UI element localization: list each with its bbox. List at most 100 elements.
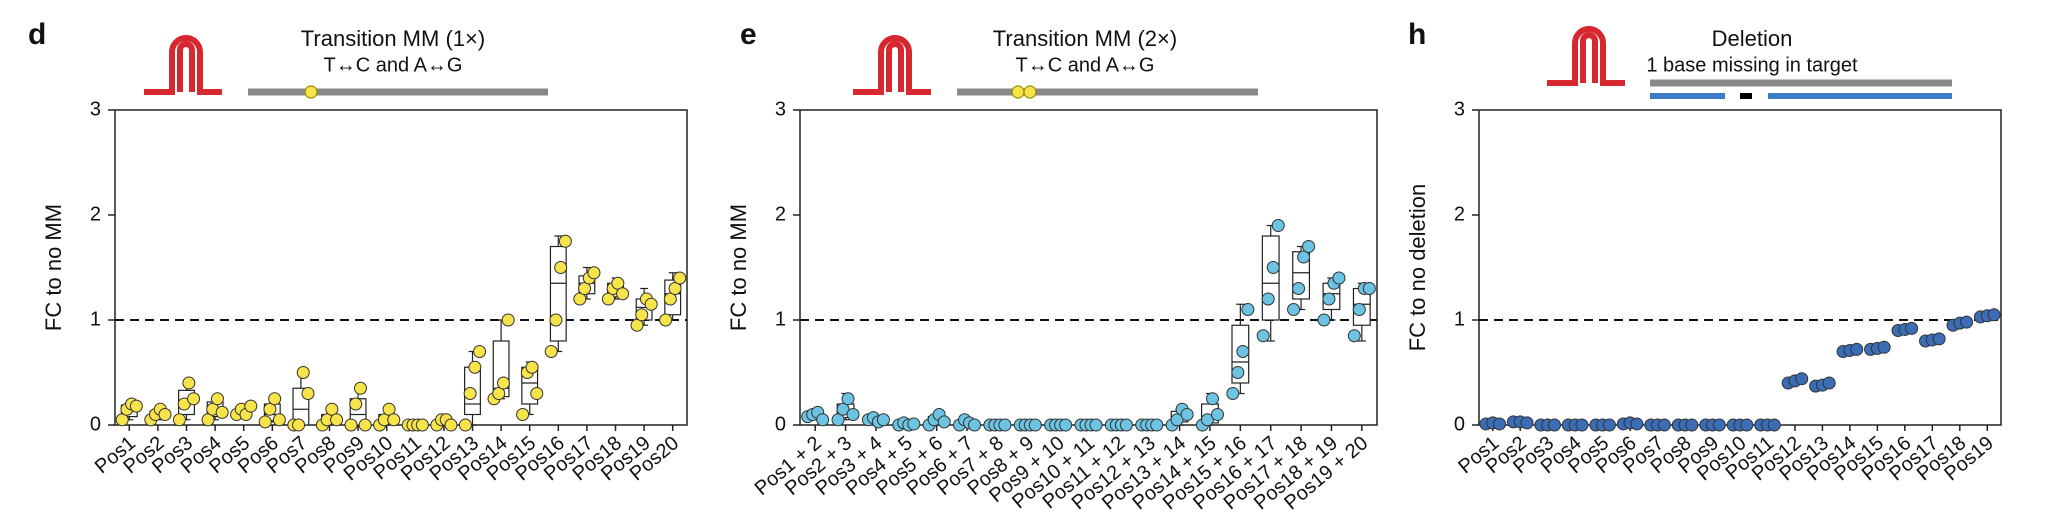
data-point <box>458 418 472 432</box>
data-point <box>1987 308 2001 322</box>
panel-subtitle: 1 base missing in target <box>1646 54 1858 76</box>
data-point <box>258 415 272 429</box>
data-point <box>115 413 129 427</box>
data-point <box>1630 417 1644 431</box>
data-point <box>182 376 196 390</box>
data-point <box>516 408 530 421</box>
data-point <box>635 308 649 322</box>
data-point <box>1575 418 1589 432</box>
data-point <box>244 399 258 413</box>
data-point <box>1059 418 1073 432</box>
data-point <box>301 387 315 400</box>
data-point <box>1266 261 1280 274</box>
data-point <box>644 297 658 311</box>
y-axis-label: FC to no deletion <box>1405 184 1430 352</box>
y-tick-label: 2 <box>90 203 101 225</box>
data-point <box>1287 303 1301 316</box>
y-tick-label: 1 <box>90 308 101 330</box>
hairpin-inner <box>177 41 195 92</box>
data-point <box>1520 416 1534 430</box>
box <box>1261 235 1280 321</box>
data-point <box>611 276 625 290</box>
data-point <box>1231 366 1245 379</box>
data-point <box>1795 372 1809 386</box>
data-point <box>587 266 601 280</box>
hairpin <box>1547 26 1625 86</box>
data-point <box>841 392 855 406</box>
data-point <box>525 360 539 374</box>
y-tick-label: 1 <box>1454 308 1465 330</box>
data-point <box>1200 413 1214 427</box>
data-point <box>549 313 563 327</box>
panel-letter: e <box>740 18 757 51</box>
plot-frame <box>799 109 1378 426</box>
y-tick-label: 3 <box>775 98 786 120</box>
data-point <box>1292 282 1306 295</box>
data-point <box>387 413 401 427</box>
data-point <box>268 392 282 406</box>
data-point <box>907 417 921 431</box>
y-tick-label: 0 <box>1454 413 1465 435</box>
data-point <box>501 313 515 327</box>
y-tick-label: 1 <box>775 308 786 330</box>
data-point <box>554 261 568 274</box>
y-tick-label: 3 <box>90 98 101 120</box>
hairpin-inner <box>886 41 904 92</box>
box <box>549 245 567 342</box>
panel-title: Transition MM (2×) <box>993 26 1177 51</box>
data-point <box>1028 418 1042 432</box>
data-point <box>201 413 215 427</box>
data-point <box>601 292 615 306</box>
data-point <box>496 376 510 390</box>
data-point <box>296 366 310 379</box>
data-point <box>673 271 687 285</box>
y-tick-label: 2 <box>775 203 786 225</box>
data-point <box>659 313 673 327</box>
data-point <box>968 418 982 432</box>
data-point <box>1236 345 1250 358</box>
data-point <box>468 360 482 374</box>
data-point <box>1261 292 1275 306</box>
data-point <box>1322 292 1336 306</box>
y-tick-label: 0 <box>775 413 786 435</box>
data-point <box>816 413 830 427</box>
data-point <box>1493 417 1507 431</box>
data-point <box>1205 392 1219 406</box>
data-point <box>1210 408 1224 421</box>
panel-letter: h <box>1408 18 1426 51</box>
hairpin-inner <box>1580 32 1598 83</box>
panel-subtitle: T↔C and A↔G <box>324 54 463 76</box>
data-point <box>1362 282 1376 295</box>
hairpin <box>853 35 931 95</box>
data-point <box>1150 418 1164 432</box>
data-point <box>158 408 172 421</box>
data-point <box>1226 387 1240 400</box>
data-point <box>292 418 306 432</box>
data-point <box>1960 315 1974 329</box>
mismatch-dot <box>1011 85 1025 99</box>
data-point <box>846 408 860 421</box>
data-point <box>382 402 396 416</box>
data-point <box>263 402 277 416</box>
data-point <box>415 418 429 432</box>
plot-frame <box>114 109 688 426</box>
y-tick-label: 3 <box>1454 98 1465 120</box>
data-point <box>836 402 850 416</box>
data-point <box>1877 340 1891 354</box>
data-point <box>578 282 592 295</box>
data-point <box>353 381 367 395</box>
y-axis-label: FC to no MM <box>41 204 66 331</box>
data-point <box>1712 418 1726 432</box>
y-axis-label: FC to no MM <box>726 204 751 331</box>
data-point <box>1119 418 1133 432</box>
data-point <box>1180 408 1194 421</box>
data-point <box>1657 418 1671 432</box>
data-point <box>1547 418 1561 432</box>
data-point <box>215 405 229 419</box>
data-point <box>463 387 477 400</box>
data-point <box>616 287 630 301</box>
data-point <box>473 345 487 358</box>
data-point <box>1256 329 1270 343</box>
data-point <box>1241 303 1255 316</box>
data-point <box>1685 418 1699 432</box>
